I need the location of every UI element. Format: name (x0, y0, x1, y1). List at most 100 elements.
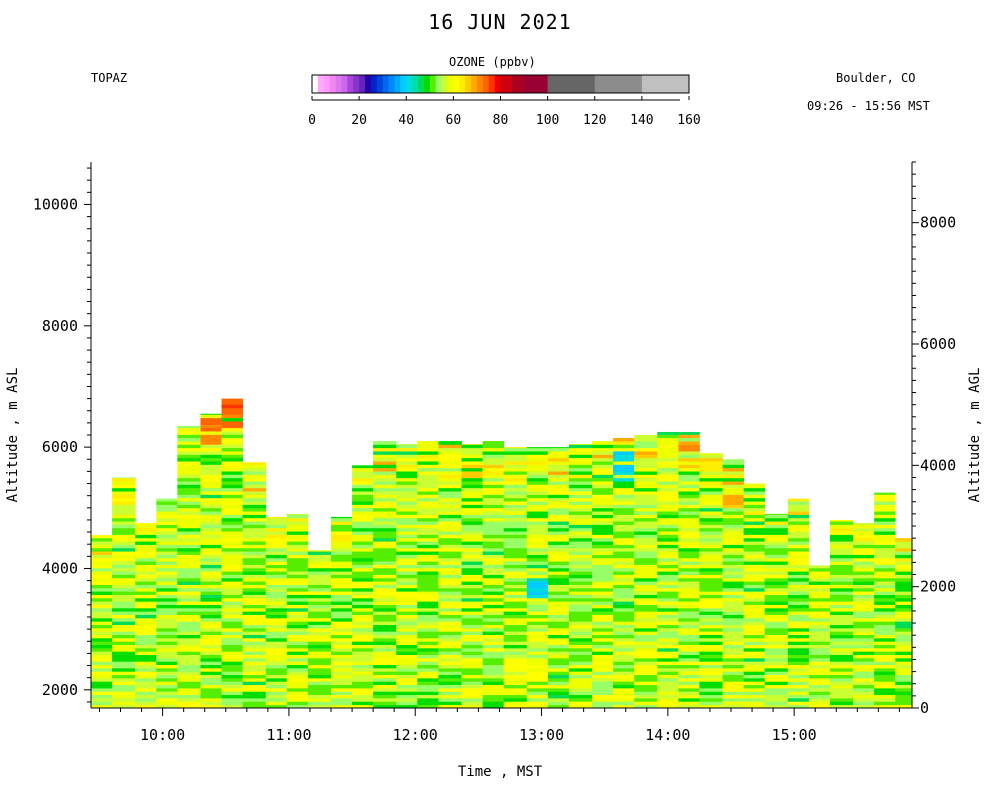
heatmap-cell (613, 521, 635, 525)
heatmap-cell (156, 657, 178, 662)
heatmap-cell (135, 694, 157, 699)
heatmap-cell (200, 621, 222, 625)
heatmap-cell (417, 691, 439, 696)
heatmap-cell (112, 701, 136, 706)
heatmap-cell (829, 694, 854, 699)
heatmap-cell (438, 464, 462, 469)
heatmap-cell (200, 421, 222, 425)
heatmap-cell (396, 534, 418, 539)
heatmap-cell (482, 634, 505, 639)
heatmap-cell (678, 621, 700, 625)
heatmap-cell (438, 477, 462, 482)
heatmap-cell (221, 487, 244, 492)
heatmap-cell (373, 621, 397, 625)
heatmap-cell (307, 597, 332, 602)
heatmap-cell (265, 627, 288, 632)
heatmap-cell (568, 637, 593, 642)
heatmap-cell (373, 647, 397, 652)
heatmap-cell (200, 561, 222, 565)
heatmap-cell (787, 607, 810, 612)
heatmap-cell (613, 644, 635, 649)
heatmap-cell (657, 621, 679, 625)
heatmap-cell (853, 524, 875, 529)
heatmap-cell (657, 437, 679, 442)
heatmap-cell (678, 584, 700, 589)
heatmap-cell (438, 554, 462, 559)
heatmap-cell (503, 494, 528, 499)
heatmap-cell (265, 617, 288, 622)
heatmap-cell (286, 601, 309, 605)
heatmap-cell (286, 534, 309, 539)
heatmap-cell (482, 594, 505, 599)
heatmap-cell (112, 521, 136, 525)
heatmap-cell (482, 574, 505, 579)
heatmap-cell (592, 644, 614, 649)
heatmap-cell (547, 487, 570, 492)
heatmap-cell (547, 461, 570, 465)
heatmap-cell (764, 594, 789, 599)
heatmap-cell (331, 591, 353, 595)
heatmap-cell (613, 451, 635, 455)
heatmap-cell (91, 697, 113, 702)
heatmap-cell (568, 447, 593, 452)
heatmap-cell (613, 667, 635, 672)
heatmap-cell (373, 514, 397, 519)
heatmap-cell (657, 504, 679, 509)
heatmap-cell (373, 634, 397, 639)
heatmap-cell (331, 614, 353, 619)
heatmap-cell (461, 611, 483, 615)
heatmap-cell (373, 664, 397, 669)
heatmap-cell (613, 704, 635, 709)
heatmap-cell (286, 681, 309, 686)
heatmap-cell (829, 521, 854, 525)
heatmap-cell (592, 534, 614, 539)
heatmap-cell (112, 644, 136, 649)
heatmap-cell (265, 551, 288, 555)
colorbar-tick-label: 160 (677, 113, 700, 128)
heatmap-cell (657, 674, 679, 679)
heatmap-cell (461, 597, 483, 602)
heatmap-cell (417, 461, 439, 465)
heatmap-cell (613, 537, 635, 542)
heatmap-cell (678, 567, 700, 572)
heatmap-cell (874, 527, 896, 532)
heatmap-cell (200, 624, 222, 629)
heatmap-cell (221, 651, 244, 656)
heatmap-cell (547, 607, 570, 612)
heatmap-cell (547, 597, 570, 602)
heatmap-cell (265, 611, 288, 615)
heatmap-cell (461, 584, 483, 589)
heatmap-cell (678, 521, 700, 525)
heatmap-cell (112, 584, 136, 589)
heatmap-cell (568, 617, 593, 622)
heatmap-cell (373, 611, 397, 615)
heatmap-cell (417, 457, 439, 462)
heatmap-cell (699, 564, 723, 569)
heatmap-cell (352, 654, 374, 659)
heatmap-cell (482, 544, 505, 549)
heatmap-cell (699, 584, 723, 589)
heatmap-cell (91, 701, 113, 706)
heatmap-cell (221, 691, 244, 696)
colorbar-swatch (435, 75, 442, 93)
heatmap-cell (352, 504, 374, 509)
heatmap-cell (613, 514, 635, 519)
heatmap-cell (678, 557, 700, 562)
heatmap-cell (242, 517, 267, 522)
heatmap-cell (112, 604, 136, 609)
heatmap-cell (743, 577, 766, 582)
heatmap-cell (156, 647, 178, 652)
heatmap-cell (221, 647, 244, 652)
heatmap-cell (743, 681, 766, 686)
heatmap-cell (678, 441, 700, 445)
heatmap-cell (200, 427, 222, 432)
heatmap-cell (874, 614, 896, 619)
heatmap-cell (200, 527, 222, 532)
heatmap-cell (743, 704, 766, 709)
heatmap-cell (286, 617, 309, 622)
heatmap-cell (764, 581, 789, 585)
heatmap-cell (135, 647, 157, 652)
heatmap-cell (808, 584, 831, 589)
heatmap-cell (787, 654, 810, 659)
colorbar-tick-label: 60 (446, 113, 462, 128)
